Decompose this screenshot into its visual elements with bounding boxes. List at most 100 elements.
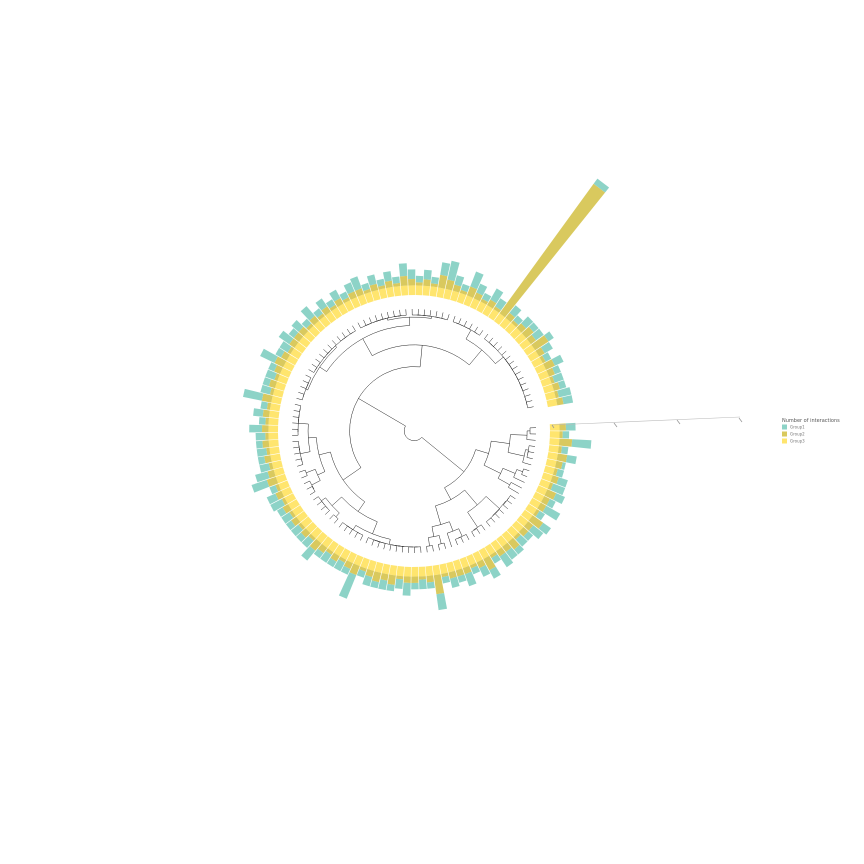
- bar-segment-group1-62: [249, 424, 263, 433]
- radial-scale-axis: [551, 416, 743, 429]
- bar-segment-group1-100: [470, 271, 484, 290]
- tree-leaf-branch: [438, 544, 440, 551]
- bar-segment-group2-89: [384, 280, 393, 289]
- bar-segment-group1-68: [262, 377, 271, 387]
- bar-segment-group1-113: [542, 352, 552, 362]
- tree-leaf-branch: [293, 446, 300, 449]
- bar-segment-group3-89: [386, 286, 395, 298]
- bar-segment-group2-104: [493, 306, 501, 313]
- tree-arc: [508, 482, 512, 488]
- tree-leaf-branch: [393, 310, 395, 317]
- bar-segment-group2-105: [499, 183, 606, 318]
- tree-leaf-branch: [495, 513, 500, 519]
- bar-segment-group3-85: [357, 294, 368, 306]
- bar-segment-group3-62: [268, 425, 279, 433]
- tree-leaf-branch: [510, 495, 516, 500]
- bar-segment-group1-52: [270, 499, 285, 512]
- bar-segment-group1-26: [450, 576, 460, 588]
- bar-segment-group2-13: [528, 515, 544, 529]
- bar-segment-group1-51: [277, 507, 287, 517]
- bar-segment-group3-1: [549, 431, 560, 438]
- tree-leaf-branch: [311, 363, 318, 368]
- bar-segment-group3-111: [523, 344, 536, 356]
- bar-segment-group1-13: [538, 522, 551, 535]
- tree-leaf-branch: [497, 346, 503, 351]
- bar-segment-group3-58: [270, 453, 282, 462]
- bar-segment-group1-31: [411, 582, 419, 590]
- bar-segment-group1-77: [301, 318, 312, 329]
- tree-arc: [304, 470, 308, 476]
- bar-segment-group3-83: [344, 300, 355, 312]
- bar-segment-group3-39: [353, 554, 364, 567]
- bar-segment-group1-108: [521, 316, 534, 329]
- tree-arc: [311, 486, 316, 492]
- bar-segment-group3-92: [408, 285, 416, 296]
- bar-segment-group3-20: [484, 543, 496, 556]
- bar-segment-group3-56: [273, 467, 285, 477]
- bar-segment-group2-45: [309, 538, 322, 551]
- tree-leaf-branch: [426, 546, 428, 553]
- tree-leaf-branch: [465, 534, 470, 541]
- bar-segment-group1-25: [457, 574, 467, 583]
- bar-segment-group1-29: [426, 581, 435, 589]
- bar-segment-group1-7: [556, 477, 568, 488]
- bar-segment-group3-8: [538, 479, 551, 489]
- bar-segment-group1-27: [441, 575, 451, 584]
- bar-segment-group2-19: [496, 547, 506, 557]
- bar-segment-group2-83: [342, 297, 351, 304]
- radial-scale-tick: [738, 417, 743, 423]
- tree-leaf-branch: [452, 316, 456, 322]
- bar-segment-group3-101: [469, 298, 480, 310]
- bar-segment-group2-101: [473, 292, 483, 302]
- bar-segment-group1-44: [313, 548, 324, 559]
- bar-segment-group1-48: [290, 524, 303, 537]
- bar-segment-group2-100: [466, 286, 478, 298]
- bar-segment-group2-80: [321, 306, 331, 316]
- tree-leaf-branch: [493, 341, 498, 347]
- bar-segment-group1-11: [542, 505, 561, 521]
- tree-leaf-branch: [357, 322, 361, 329]
- bar-segment-group2-63: [265, 417, 269, 425]
- bar-segment-group2-68: [268, 379, 278, 389]
- tree-branch: [321, 497, 326, 502]
- tree-arc: [365, 322, 372, 326]
- bar-segment-group1-82: [329, 289, 341, 302]
- tree-leaf-branch: [523, 468, 530, 472]
- tree-arc: [515, 374, 519, 380]
- bar-segment-group2-58: [264, 455, 272, 464]
- bar-segment-group3-91: [400, 285, 409, 296]
- bar-segment-group2-59: [266, 447, 271, 456]
- bar-segment-group3-6: [543, 465, 555, 475]
- bar-segment-group1-94: [423, 269, 432, 280]
- bar-segment-group1-63: [258, 417, 266, 425]
- tree-leaf-branch: [515, 371, 521, 375]
- tree-arc: [305, 382, 309, 389]
- bar-segment-group2-0: [559, 423, 566, 431]
- bar-segment-group1-20: [491, 554, 501, 564]
- bar-segment-group3-18: [496, 535, 508, 547]
- bar-segment-group3-76: [303, 331, 316, 343]
- bar-segment-group2-53: [275, 490, 285, 500]
- tree-branch: [419, 345, 423, 367]
- bar-segment-group1-12: [535, 510, 545, 521]
- bar-segment-group1-64: [253, 408, 264, 417]
- tree-branch: [483, 464, 501, 474]
- bar-segment-group2-31: [411, 576, 419, 583]
- tree-arc: [495, 509, 500, 514]
- bar-segment-group1-22: [479, 565, 491, 577]
- bar-segment-group3-61: [268, 432, 279, 440]
- bar-segment-group2-111: [531, 335, 549, 351]
- tree-arc: [314, 469, 321, 481]
- bar-segment-group2-52: [281, 497, 288, 506]
- bar-segment-group1-101: [476, 283, 488, 296]
- tree-leaf-branch: [380, 313, 384, 320]
- tree-leaf-branch: [460, 536, 464, 543]
- bar-segment-group1-83: [339, 291, 349, 301]
- bar-segment-group1-42: [326, 557, 337, 568]
- bar-segment-group3-99: [456, 292, 467, 305]
- bar-segment-group3-106: [499, 317, 511, 330]
- tree-leaf-branch: [305, 374, 312, 378]
- tree-branch: [428, 537, 430, 547]
- bar-segment-group1-1: [562, 431, 570, 439]
- bar-segment-group2-17: [507, 537, 520, 550]
